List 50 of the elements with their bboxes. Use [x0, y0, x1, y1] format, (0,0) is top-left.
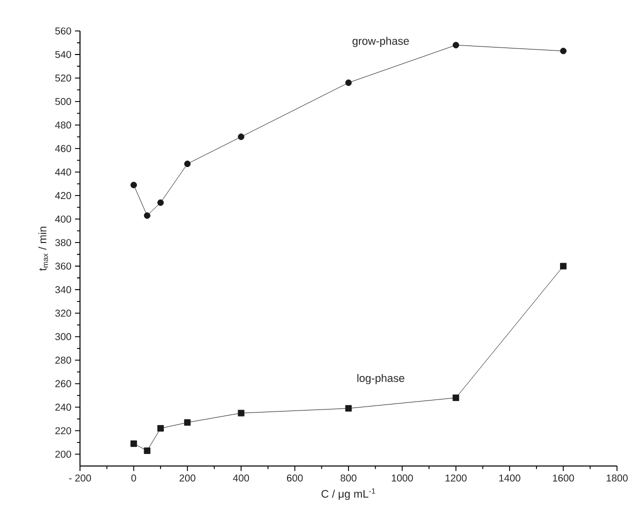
x-tick-label: 1400	[499, 474, 520, 482]
y-tick-label: 340	[55, 286, 72, 294]
y-tick-label: 400	[55, 216, 72, 223]
y-tick-label: 200	[55, 450, 72, 458]
point	[560, 262, 567, 270]
point	[130, 440, 137, 447]
x-axis-title: C / μg mL$^{-1}$	[322, 488, 376, 500]
y-tick-label: 420	[55, 192, 72, 200]
y-tick-label: 300	[55, 333, 72, 340]
y-tick-label: 220	[55, 427, 72, 434]
point	[238, 134, 244, 140]
x-tick-label: - 200	[69, 474, 91, 482]
point	[345, 79, 352, 86]
y-tick-label: 480	[55, 122, 72, 129]
y-tick-label: 540	[55, 50, 72, 58]
x-tick-label: 800	[340, 474, 356, 482]
x-tick-label: 0	[131, 474, 136, 482]
x-tick-label: 1000	[392, 474, 413, 482]
y-tick-label: 560	[55, 27, 72, 35]
x-tick-label: 1800	[606, 474, 628, 482]
x-tick-label: 400	[233, 474, 250, 482]
y-tick-label: 240	[55, 404, 72, 411]
x-tick-label: 1200	[446, 474, 467, 482]
point	[452, 42, 460, 48]
series-label: log-phase	[357, 374, 404, 384]
series-label: grow-phase	[352, 36, 409, 47]
point	[452, 394, 460, 402]
y-axis-title: t$_{max}$ / min	[38, 226, 48, 271]
y-tick-label: 360	[55, 262, 72, 270]
y-tick-label: 520	[55, 74, 72, 82]
x-tick-label: 200	[180, 474, 196, 482]
y-tick-label: 500	[55, 98, 72, 106]
y-tick-label: 260	[55, 380, 72, 388]
point	[184, 419, 191, 426]
y-tick-label: 460	[55, 145, 72, 152]
point	[238, 410, 244, 416]
point	[184, 160, 191, 168]
x-tick-label: 600	[286, 474, 303, 482]
point	[560, 48, 567, 54]
y-tick-label: 280	[55, 356, 72, 364]
point	[130, 182, 137, 188]
y-tick-label: 440	[55, 168, 72, 176]
y-tick-label: 380	[55, 239, 72, 246]
point	[157, 425, 164, 432]
point	[144, 447, 150, 454]
y-tick-label: 320	[55, 310, 72, 317]
point	[157, 199, 164, 206]
point	[144, 212, 150, 219]
x-tick-label: 1600	[552, 474, 574, 482]
point	[345, 405, 352, 412]
